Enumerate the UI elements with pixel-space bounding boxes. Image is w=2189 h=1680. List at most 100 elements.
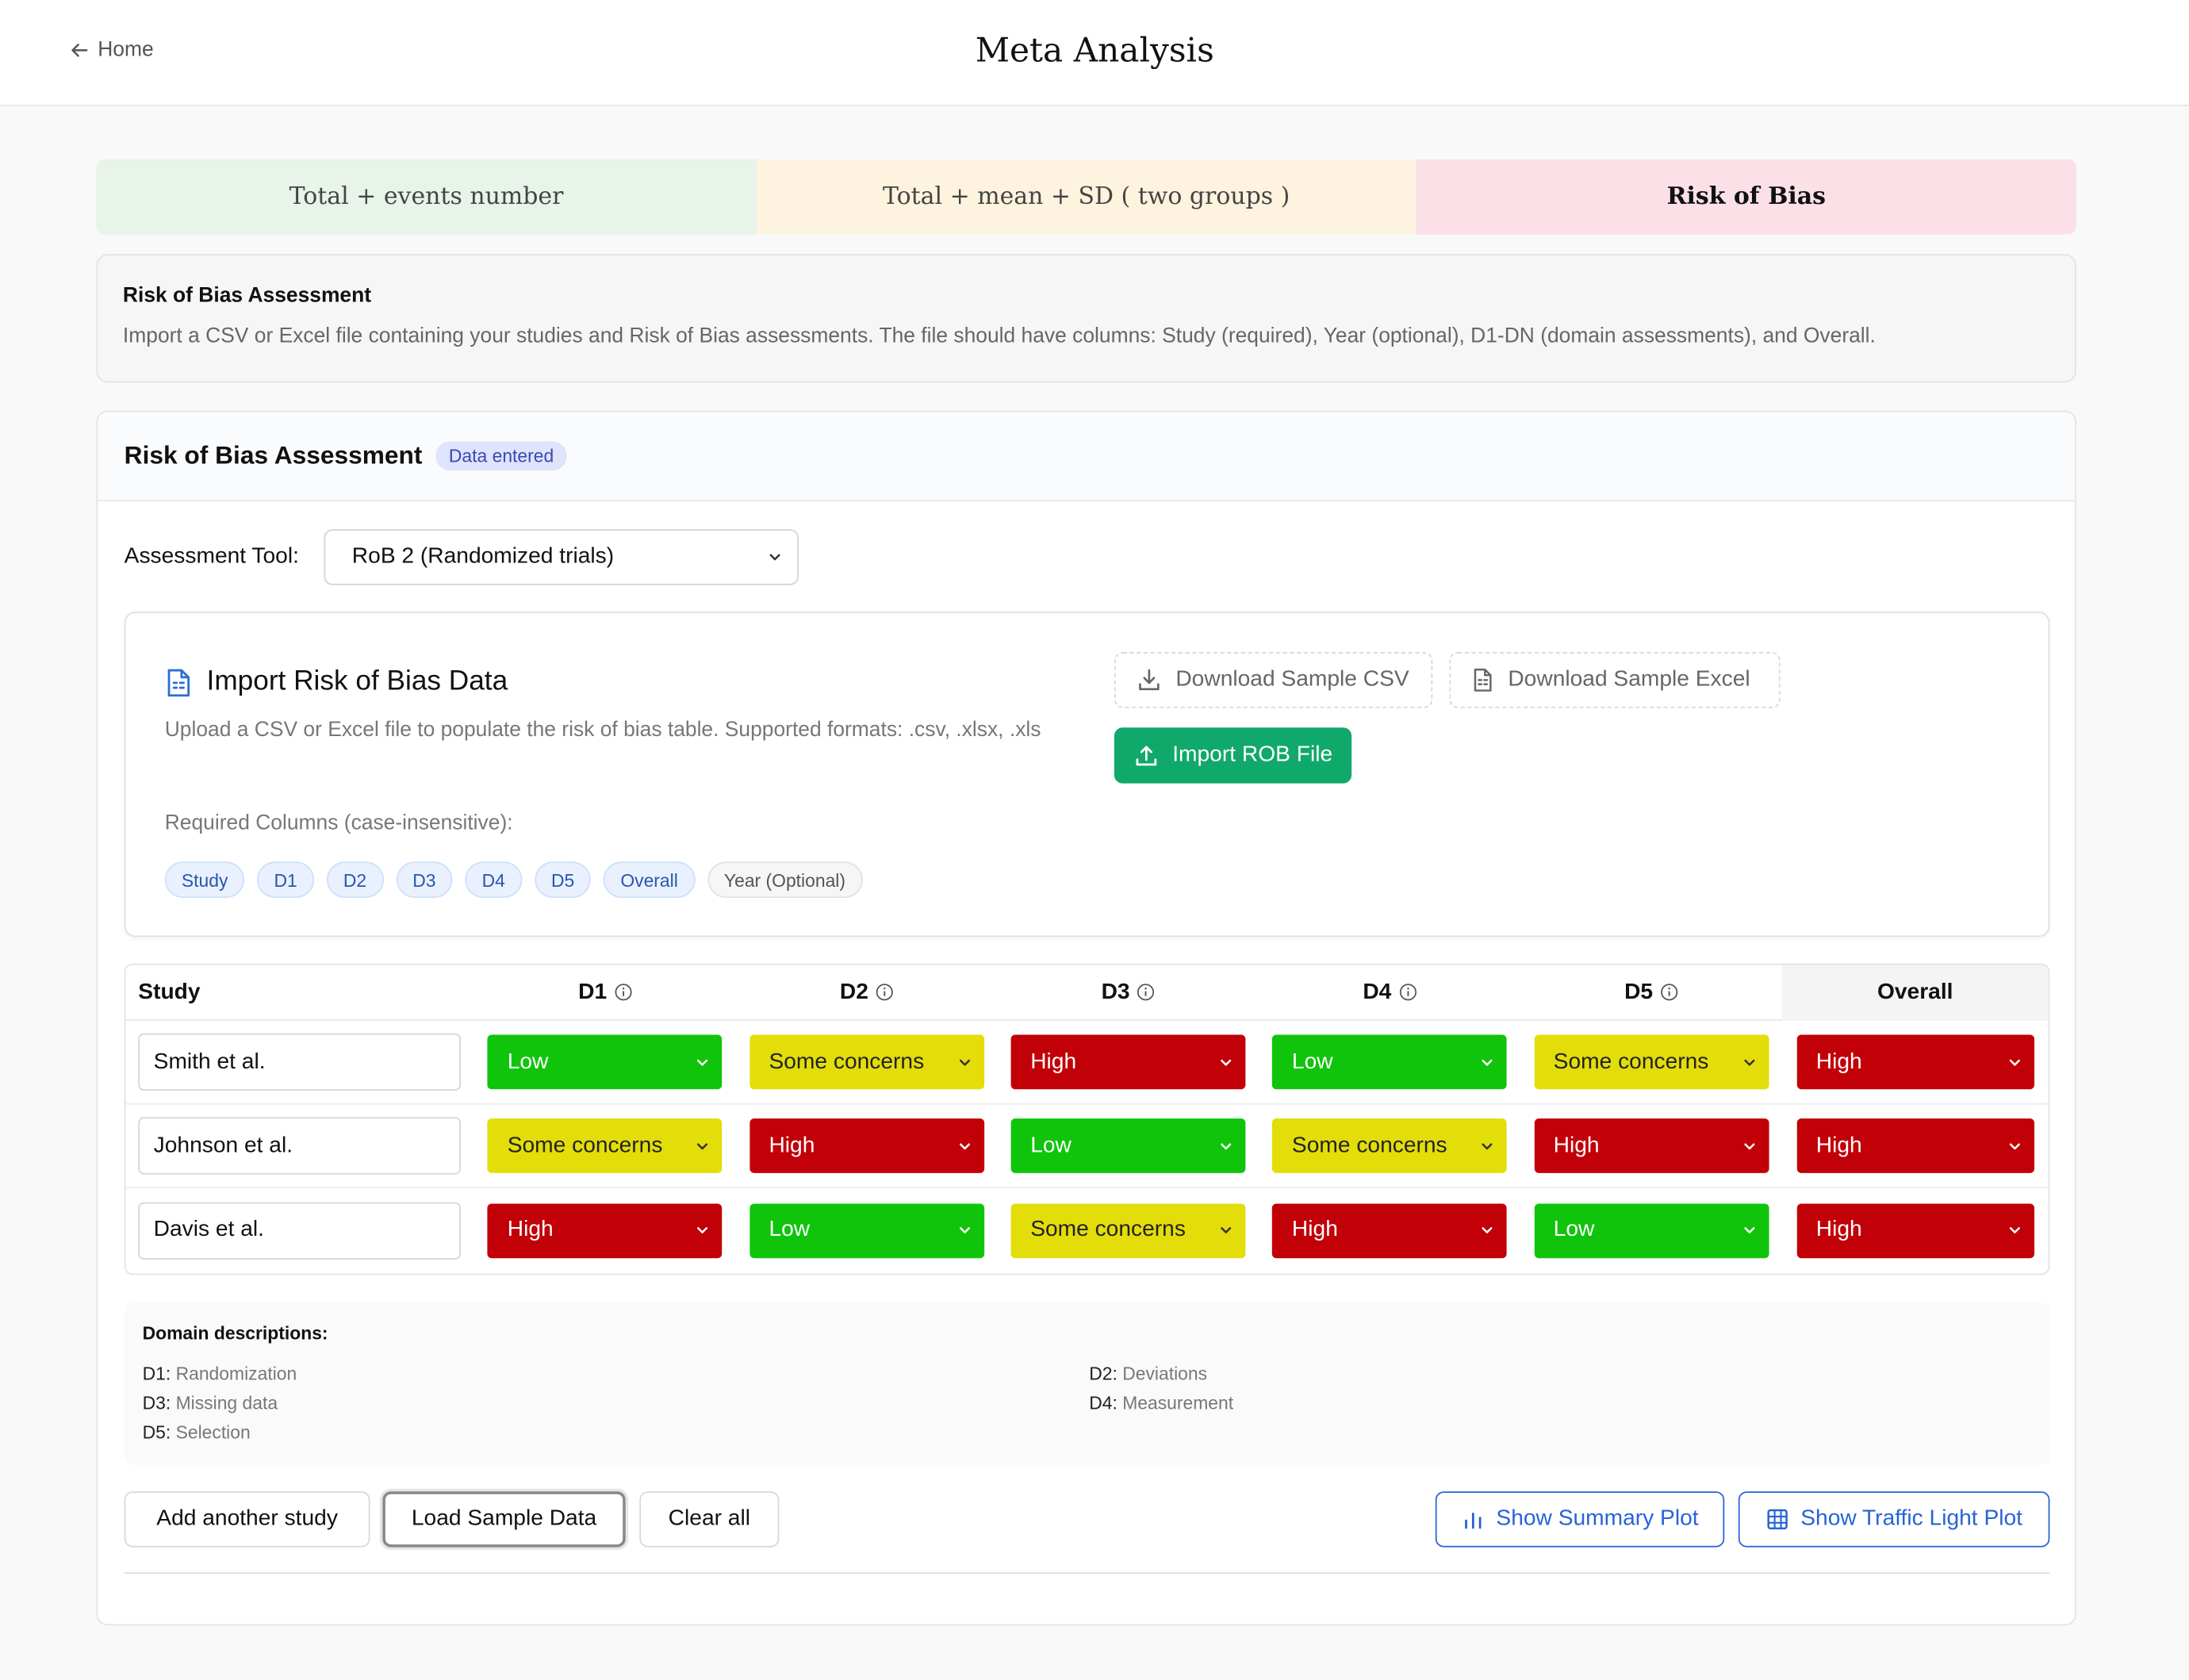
study-name-input[interactable]: Smith et al. [138, 1033, 461, 1091]
judgement-select-d4[interactable]: High [1272, 1202, 1508, 1258]
judgement-select-d4[interactable]: Some concerns [1272, 1118, 1508, 1173]
judgement-select-overall[interactable]: High [1796, 1034, 2034, 1090]
judgement-value: High [769, 1133, 815, 1157]
download-icon [1137, 668, 1162, 693]
judgement-value: Some concerns [1553, 1049, 1709, 1073]
import-panel: Import Risk of Bias Data Upload a CSV or… [124, 612, 2050, 938]
cell-d5: Low [1520, 1202, 1782, 1258]
download-sample-csv-button[interactable]: Download Sample CSV [1114, 652, 1433, 708]
info-icon[interactable] [876, 983, 894, 1001]
info-icon[interactable] [1398, 983, 1417, 1001]
domain-list: D1: Randomization D2: Deviations D3: Mis… [143, 1363, 2032, 1442]
clear-all-button[interactable]: Clear all [639, 1491, 780, 1548]
download-csv-label: Download Sample CSV [1175, 667, 1409, 692]
judgement-select-d1[interactable]: Some concerns [488, 1118, 723, 1173]
rob-assessment-card: Risk of Bias Assessment Data entered Ass… [96, 410, 2076, 1626]
column-chip: D1 [257, 861, 314, 899]
cell-d1: High [474, 1202, 736, 1258]
chevron-down-icon [1741, 1222, 1758, 1238]
bar-chart-icon [1461, 1508, 1483, 1530]
table-row: Davis et al. High Low Some concerns High Low H… [125, 1188, 2048, 1272]
chevron-down-icon [1479, 1222, 1496, 1238]
required-columns-chips: Study D1 D2 D3 D4 D5 Overall Year (Optio… [164, 861, 863, 899]
chevron-down-icon [2006, 1137, 2022, 1154]
assessment-tool-select[interactable]: RoB 2 (Randomized trials) [324, 529, 799, 585]
judgement-select-d1[interactable]: Low [488, 1034, 723, 1090]
column-chip: D4 [465, 861, 522, 899]
import-title-row: Import Risk of Bias Data [165, 666, 508, 698]
tab-total-events[interactable]: Total + events number [96, 159, 757, 235]
import-description: Upload a CSV or Excel file to populate t… [164, 717, 1041, 742]
judgement-select-d3[interactable]: High [1010, 1034, 1246, 1090]
judgement-select-d5[interactable]: Some concerns [1534, 1034, 1769, 1090]
info-icon[interactable] [1137, 983, 1155, 1001]
import-rob-file-button[interactable]: Import ROB File [1114, 727, 1352, 784]
header-d2: D2 [736, 965, 998, 1021]
cell-overall: High [1782, 1202, 2049, 1258]
judgement-select-d5[interactable]: Low [1534, 1202, 1769, 1258]
judgement-select-d2[interactable]: High [749, 1118, 984, 1173]
cell-d3: Some concerns [998, 1202, 1259, 1258]
judgement-select-overall[interactable]: High [1796, 1202, 2034, 1258]
show-summary-plot-button[interactable]: Show Summary Plot [1435, 1491, 1725, 1548]
add-study-button[interactable]: Add another study [124, 1491, 370, 1548]
cell-d2: Some concerns [736, 1034, 998, 1090]
chevron-down-icon [767, 549, 784, 566]
spreadsheet-file-icon [1472, 668, 1494, 693]
page-title: Meta Analysis [975, 30, 1214, 71]
header-study: Study [138, 979, 201, 1003]
judgement-select-d3[interactable]: Some concerns [1010, 1202, 1246, 1258]
info-card: Risk of Bias Assessment Import a CSV or … [96, 254, 2076, 383]
cell-d1: Low [474, 1034, 736, 1090]
home-link[interactable]: Home [70, 38, 154, 61]
judgement-select-d1[interactable]: High [488, 1202, 723, 1258]
judgement-select-d3[interactable]: Low [1010, 1118, 1246, 1173]
header-d3: D3 [998, 965, 1259, 1021]
table-header: Study D1 D2 D3 D4 D5 Overall [125, 965, 2049, 1021]
judgement-select-d5[interactable]: High [1534, 1118, 1769, 1173]
download-sample-excel-button[interactable]: Download Sample Excel [1449, 652, 1781, 708]
cell-d1: Some concerns [474, 1118, 736, 1173]
tab-risk-of-bias[interactable]: Risk of Bias [1416, 159, 2076, 235]
cell-d4: High [1259, 1202, 1520, 1258]
judgement-value: High [1815, 1049, 1862, 1073]
judgement-select-d2[interactable]: Low [749, 1202, 984, 1258]
load-sample-data-button[interactable]: Load Sample Data [382, 1491, 626, 1548]
import-button-label: Import ROB File [1172, 742, 1333, 767]
cell-d2: High [736, 1118, 998, 1173]
judgement-value: High [1553, 1133, 1600, 1157]
cell-d3: Low [998, 1118, 1259, 1173]
header-d5: D5 [1520, 965, 1782, 1021]
domain-item: D2: Deviations [1089, 1363, 1208, 1384]
judgement-value: Low [1553, 1218, 1595, 1242]
judgement-value: Low [1291, 1049, 1333, 1073]
judgement-select-d2[interactable]: Some concerns [749, 1034, 984, 1090]
optional-column-chip: Year (Optional) [707, 861, 863, 899]
judgement-value: High [1291, 1218, 1338, 1242]
divider [124, 1572, 2050, 1575]
info-description: Import a CSV or Excel file containing yo… [122, 324, 1876, 348]
judgement-value: High [1815, 1218, 1862, 1242]
judgement-select-overall[interactable]: High [1796, 1118, 2034, 1173]
show-traffic-light-plot-button[interactable]: Show Traffic Light Plot [1738, 1491, 2050, 1548]
domain-descriptions-title: Domain descriptions: [142, 1322, 328, 1344]
study-name-input[interactable]: Davis et al. [138, 1201, 461, 1260]
chevron-down-icon [2006, 1222, 2022, 1238]
card-header: Risk of Bias Assessment Data entered [98, 412, 2076, 502]
judgement-select-d4[interactable]: Low [1272, 1034, 1508, 1090]
chevron-down-icon [695, 1053, 711, 1070]
cell-d5: High [1520, 1118, 1782, 1173]
top-bar: Home Meta Analysis [0, 0, 2189, 106]
judgement-value: Some concerns [1291, 1133, 1447, 1157]
study-name-input[interactable]: Johnson et al. [138, 1117, 461, 1175]
status-badge: Data entered [436, 441, 567, 471]
info-icon[interactable] [1660, 983, 1678, 1001]
cell-overall: High [1782, 1034, 2049, 1090]
analysis-tabs: Total + events number Total + mean + SD … [96, 159, 2076, 235]
cell-d3: High [998, 1034, 1259, 1090]
info-icon[interactable] [614, 983, 632, 1001]
tab-total-mean-sd[interactable]: Total + mean + SD ( two groups ) [756, 159, 1417, 235]
judgement-value: Low [769, 1218, 811, 1242]
judgement-value: Some concerns [507, 1133, 663, 1157]
cell-d5: Some concerns [1520, 1034, 1782, 1090]
